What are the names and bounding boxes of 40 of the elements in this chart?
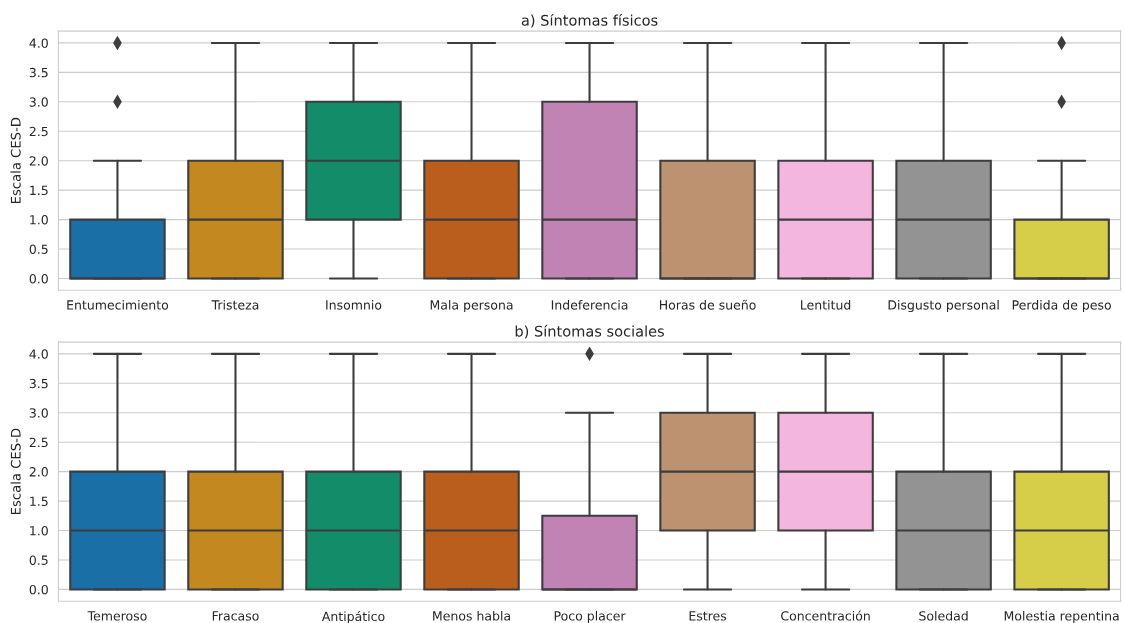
x-tick-label: Molestia repentina — [1004, 610, 1119, 623]
y-tick-label: 3.5 — [29, 378, 48, 389]
x-tick-label: Menos habla — [433, 610, 510, 621]
x-tick-label: Poco placer — [554, 610, 626, 623]
x-tick-label: Antipático — [321, 610, 385, 623]
x-tick-label: Perdida de peso — [1012, 299, 1111, 313]
x-tick-label: Soledad — [919, 610, 968, 621]
x-tick-label: Insomnio — [326, 299, 382, 310]
chart-title: b) Síntomas sociales — [515, 324, 664, 339]
y-tick-label: 0.5 — [29, 555, 48, 565]
x-tick-label: Horas de sueño — [659, 299, 756, 310]
x-tick-label: Tristeza — [211, 299, 259, 310]
x-tick-label: Estres — [689, 611, 727, 621]
y-tick-label: 2.5 — [29, 437, 48, 448]
y-tick-label: 3.0 — [29, 97, 48, 107]
x-tick-label: Disgusto personal — [888, 299, 999, 313]
y-tick-label: 1.0 — [30, 526, 48, 536]
y-tick-label: 2.5 — [29, 126, 48, 137]
x-tick-label: Lentitud — [801, 299, 851, 310]
x-tick-label: Fracaso — [212, 611, 259, 621]
x-tick-label: Indeferencia — [551, 299, 628, 310]
x-tick-label: Temeroso — [87, 611, 147, 621]
x-tick-label: Entumecimiento — [67, 299, 169, 310]
y-tick-label: 2.0 — [29, 467, 48, 477]
y-tick-label: 1.5 — [30, 185, 48, 196]
y-tick-label: 3.0 — [29, 408, 48, 418]
y-axis-title: Escala CES-D — [10, 428, 21, 515]
y-tick-label: 4.0 — [29, 349, 48, 359]
y-tick-label: 2.0 — [29, 156, 48, 166]
y-axis-title: Escala CES-D — [10, 117, 21, 204]
y-tick-label: 1.0 — [30, 215, 48, 225]
y-tick-label: 3.5 — [29, 67, 48, 78]
x-tick-label: Concentración — [781, 610, 870, 621]
chart-title: a) Síntomas físicos — [521, 13, 658, 28]
y-tick-label: 4.0 — [29, 38, 48, 48]
y-tick-label: 1.5 — [30, 496, 48, 507]
y-tick-label: 0.0 — [29, 273, 48, 284]
y-tick-label: 0.0 — [29, 584, 48, 595]
y-tick-label: 0.5 — [29, 244, 48, 254]
x-tick-label: Mala persona — [430, 299, 513, 313]
